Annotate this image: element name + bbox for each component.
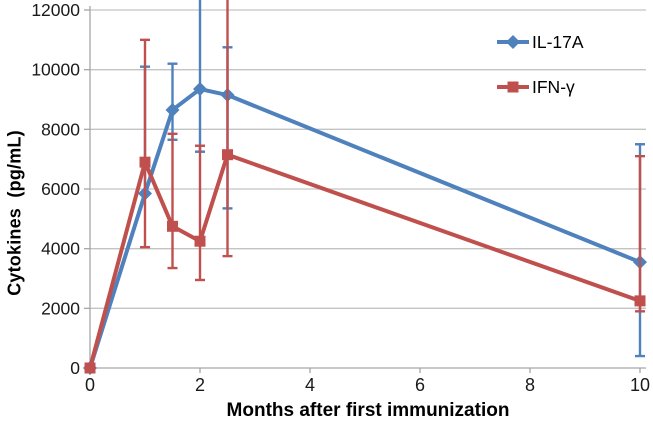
x-tick-label: 4	[305, 375, 315, 395]
x-tick-label: 10	[630, 375, 650, 395]
x-tick-label: 8	[525, 375, 535, 395]
x-tick-label: 6	[415, 375, 425, 395]
marker-diamond-IL-17A	[193, 82, 207, 97]
series-line-IL-17A	[88, 87, 642, 370]
legend-label-IFN-γ: IFN-γ	[532, 77, 575, 97]
x-tick-label: 2	[195, 375, 205, 395]
marker-square-IFN-γ	[222, 149, 233, 161]
marker-square-IFN-γ	[139, 156, 151, 168]
y-tick-label: 2000	[41, 298, 80, 318]
marker-diamond-IL-17A	[165, 102, 180, 117]
legend-swatch-marker	[507, 81, 519, 93]
series-line-IFN-γ	[88, 152, 642, 370]
marker-square-IFN-γ	[167, 220, 178, 232]
x-tick-label: 0	[85, 375, 95, 395]
y-tick-label: 0	[70, 358, 80, 378]
y-tick-label: 6000	[41, 179, 80, 199]
marker-square-IFN-γ	[84, 362, 96, 374]
y-axis-title: Cytokines (pg/mL)	[4, 130, 25, 296]
legend-label-IL-17A: IL-17A	[532, 32, 584, 52]
y-tick-label: 4000	[41, 239, 80, 259]
y-tick-label: 10000	[31, 60, 80, 80]
y-tick-label: 12000	[31, 0, 80, 20]
legend-swatch-marker	[506, 35, 520, 49]
marker-square-IFN-γ	[194, 235, 206, 247]
marker-square-IFN-γ	[634, 295, 646, 307]
x-axis-title: Months after first immunization	[226, 400, 510, 421]
y-tick-label: 8000	[41, 119, 80, 139]
